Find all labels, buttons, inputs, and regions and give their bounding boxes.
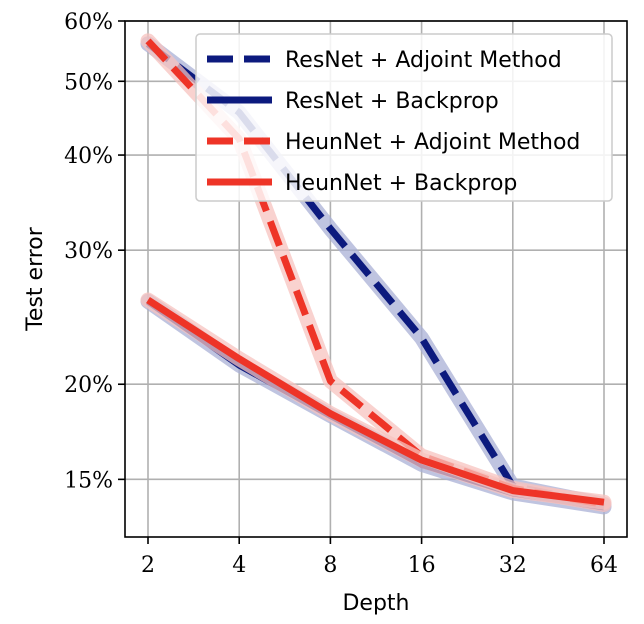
y-tick-label: 60%	[64, 10, 113, 35]
x-axis-title: Depth	[342, 591, 409, 616]
x-tick-label: 2	[141, 553, 155, 578]
series-band	[140, 292, 612, 510]
y-axis-title: Test error	[23, 226, 48, 332]
series-line	[146, 297, 605, 506]
series-line	[145, 298, 605, 511]
y-tick-label: 40%	[64, 144, 113, 169]
legend-label: ResNet + Adjoint Method	[285, 48, 562, 73]
legend: ResNet + Adjoint Method ResNet + Backprop…	[195, 33, 613, 202]
legend-label: HeunNet + Backprop	[285, 171, 517, 196]
legend-label: ResNet + Backprop	[285, 89, 499, 114]
legend-box	[195, 33, 613, 202]
x-tick-label: 16	[408, 553, 436, 578]
plot-series	[140, 33, 612, 515]
y-tick-label: 30%	[64, 239, 113, 264]
x-tick-label: 32	[499, 553, 527, 578]
x-tick-label: 4	[232, 553, 246, 578]
x-tick-label: 64	[590, 553, 618, 578]
legend-label: HeunNet + Adjoint Method	[285, 130, 580, 155]
plot-frame	[124, 20, 628, 538]
y-tick-label: 20%	[64, 373, 113, 398]
x-tick-label: 8	[323, 553, 337, 578]
axis-ticks: 2 4 8 16 32 64 15% 20% 30% 40% 50% 60%	[64, 10, 618, 578]
series-band	[140, 293, 612, 515]
y-tick-label: 50%	[64, 70, 113, 95]
y-tick-label: 15%	[64, 468, 113, 493]
